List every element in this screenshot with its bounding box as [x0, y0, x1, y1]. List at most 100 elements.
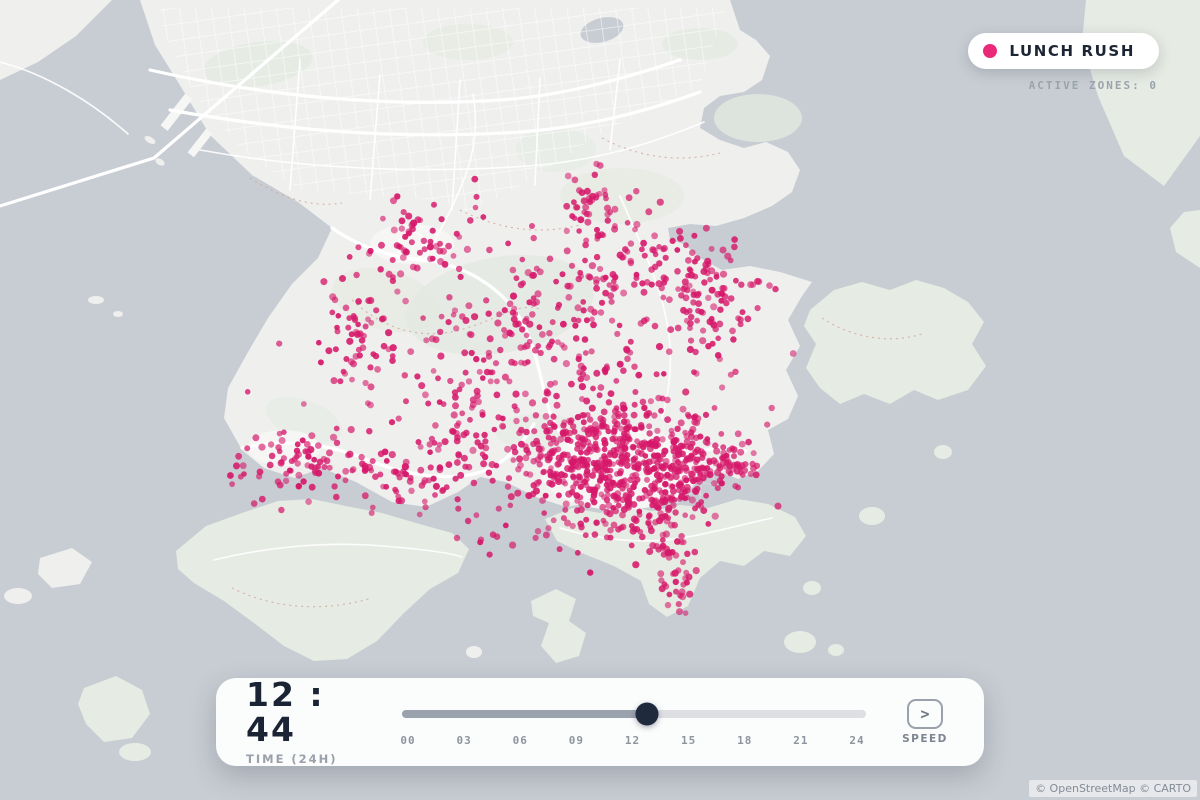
data-point [377, 450, 385, 458]
data-point [258, 495, 266, 503]
data-point [389, 257, 396, 263]
data-point [505, 240, 511, 247]
data-point [563, 247, 571, 255]
data-point [618, 425, 625, 432]
data-point [703, 492, 709, 499]
data-point [683, 242, 689, 249]
data-point [542, 531, 550, 539]
data-point [370, 504, 376, 511]
data-point [479, 409, 486, 416]
data-point [739, 309, 746, 316]
data-point [665, 548, 672, 556]
data-point [418, 382, 426, 390]
data-point [688, 452, 695, 459]
data-point [451, 389, 459, 396]
data-point [582, 350, 589, 356]
data-point [560, 320, 567, 328]
data-point [610, 461, 616, 467]
data-point [636, 511, 643, 518]
data-point [355, 244, 362, 251]
data-point [734, 430, 742, 438]
data-point [601, 187, 608, 194]
legend-pill[interactable]: LUNCH RUSH [968, 33, 1159, 69]
data-point [622, 482, 630, 489]
data-point [473, 432, 480, 439]
data-point [680, 559, 686, 566]
data-point [619, 254, 626, 261]
slider-track[interactable] [402, 702, 866, 726]
data-point [405, 212, 413, 220]
data-point [522, 317, 530, 325]
data-point [394, 288, 401, 295]
data-point [664, 601, 672, 609]
data-point [430, 368, 437, 374]
data-point [229, 481, 236, 487]
data-point [593, 285, 600, 292]
data-point [506, 300, 514, 308]
data-point [339, 275, 346, 282]
data-point [617, 449, 624, 456]
data-point [574, 549, 581, 556]
data-point [584, 468, 591, 475]
data-point [436, 399, 443, 405]
data-point [346, 254, 353, 260]
time-block: 12 : 44 TIME (24H) [246, 677, 376, 765]
data-point [408, 239, 415, 246]
data-point [656, 198, 664, 206]
data-point [597, 265, 604, 273]
data-point [705, 521, 712, 527]
time-slider[interactable]: 00 03 06 09 12 15 18 21 24 [400, 694, 866, 750]
data-point [365, 400, 371, 407]
data-point [305, 453, 312, 460]
data-point [694, 317, 700, 324]
data-point [453, 534, 461, 542]
data-point [559, 342, 565, 348]
data-point [536, 461, 543, 468]
data-point [569, 522, 576, 530]
data-point [504, 483, 512, 490]
data-point [691, 258, 698, 265]
data-point [329, 309, 336, 316]
data-point [723, 299, 730, 307]
data-point [582, 257, 588, 264]
map-attribution[interactable]: © OpenStreetMap © CARTO [1029, 780, 1197, 797]
speed-button[interactable]: > [907, 699, 943, 729]
data-point [599, 503, 606, 511]
data-point [675, 601, 682, 608]
data-point [575, 317, 582, 324]
data-point [401, 470, 409, 478]
data-point [429, 227, 436, 234]
data-point [624, 462, 631, 469]
data-point [589, 192, 596, 200]
data-point [485, 349, 492, 356]
data-point [312, 470, 319, 477]
data-point [668, 494, 675, 501]
data-point [583, 187, 591, 195]
data-point [545, 343, 552, 351]
data-point [303, 441, 311, 448]
data-point [634, 465, 641, 472]
data-point [426, 243, 434, 251]
data-point [389, 357, 396, 365]
data-point [593, 369, 601, 377]
data-point [519, 256, 526, 263]
data-point [439, 487, 446, 495]
data-point [369, 458, 376, 464]
slider-tick: 15 [681, 734, 697, 747]
data-point [630, 456, 637, 463]
data-point [658, 497, 666, 505]
data-point [680, 581, 687, 588]
data-point [389, 353, 396, 359]
slider-thumb[interactable] [635, 702, 659, 726]
data-point [333, 493, 340, 501]
data-point [547, 419, 554, 427]
slider-tick: 21 [793, 734, 809, 747]
data-point [337, 378, 344, 385]
data-point [481, 431, 488, 439]
data-point [659, 464, 667, 472]
data-point [480, 460, 488, 468]
data-point [300, 478, 307, 485]
data-point [479, 451, 486, 458]
